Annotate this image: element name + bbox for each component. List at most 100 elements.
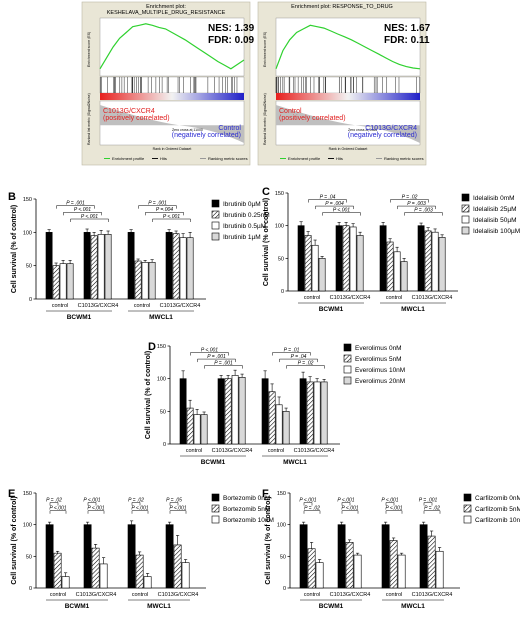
legend-label: Ibrutinib 0.5µM xyxy=(223,223,266,230)
y-axis-label: Cell survival (% of control) xyxy=(11,496,18,584)
cell-line-label: MWCL1 xyxy=(283,459,307,466)
pvalue-label: P <.001 xyxy=(74,207,91,213)
nes-value: NES: 1.67 xyxy=(384,23,431,34)
left-group-label: C1013G/CXCR4 xyxy=(103,108,155,115)
bar xyxy=(200,414,208,445)
pvalue-bracket xyxy=(397,205,436,210)
pvalue-label: P <.001 xyxy=(87,506,104,512)
y-tick-label: 150 xyxy=(23,491,32,497)
pvalue-bracket xyxy=(385,510,403,514)
pvalue-label: P <.001 xyxy=(169,506,186,512)
pvalue-label: P <.001 xyxy=(333,207,350,213)
legend-label: Everolimus 5nM xyxy=(355,356,402,363)
cell-line-label: MWCL1 xyxy=(401,603,425,610)
hits-area xyxy=(275,76,421,94)
gsea-legend-label: Enrichment profile xyxy=(288,156,321,161)
pvalue-bracket xyxy=(308,199,347,203)
pvalue-label: P <.001 xyxy=(385,506,402,512)
gsea-legend-label: Ranking metric scores xyxy=(384,156,424,161)
pvalue-bracket xyxy=(197,358,236,363)
group-label: control xyxy=(304,295,321,301)
bar xyxy=(97,234,105,300)
y-tick-label: 0 xyxy=(163,442,166,448)
y-tick-label: 100 xyxy=(23,523,32,529)
pvalue-label: P <.001 xyxy=(341,506,358,512)
bar xyxy=(419,524,428,589)
legend-swatch xyxy=(463,504,472,513)
bar xyxy=(307,548,316,589)
bar xyxy=(379,225,387,292)
gsea-title: Enrichment plot: xyxy=(146,4,186,10)
metric-fill xyxy=(100,105,244,143)
group-label: control xyxy=(134,303,151,309)
bar xyxy=(397,554,406,589)
es-ylabel: Enrichment score (ES) xyxy=(263,32,267,67)
bar xyxy=(45,524,54,589)
y-tick-label: 50 xyxy=(26,264,32,270)
group-label: C1013G/CXCR4 xyxy=(330,295,371,301)
pvalue-bracket xyxy=(404,212,443,216)
bar xyxy=(143,576,152,589)
legend-swatch xyxy=(211,504,220,513)
bar xyxy=(127,232,135,300)
y-tick-label: 150 xyxy=(157,344,166,350)
group-label: C1013G/CXCR4 xyxy=(294,448,335,454)
pvalue-bracket xyxy=(70,218,109,222)
legend-swatch xyxy=(211,232,220,241)
group-label: control xyxy=(386,592,403,598)
gsea-legend-label: Enrichment profile xyxy=(112,156,145,161)
legend-label: Bortezomib 5nM xyxy=(223,506,270,513)
panel-letter-f: F xyxy=(262,488,269,500)
cell-line-label: BCWM1 xyxy=(319,306,344,313)
pvalue-label: P = .02 xyxy=(298,360,314,366)
bar xyxy=(127,524,136,589)
es-curve xyxy=(99,23,245,70)
group-label: control xyxy=(386,295,403,301)
bar xyxy=(431,231,439,292)
y-tick-label: 0 xyxy=(281,289,284,295)
right-group-sublabel: (negatively correlated) xyxy=(172,132,241,139)
pvalue-label: P = .04 xyxy=(291,354,307,360)
cell-line-label: BCWM1 xyxy=(67,314,92,321)
y-axis-label: Cell survival (% of control) xyxy=(263,198,270,286)
panel-letter-b: B xyxy=(8,191,16,203)
group-label: control xyxy=(52,303,69,309)
bar xyxy=(172,233,180,300)
pvalue-bracket xyxy=(390,199,429,203)
right-group-sublabel: (negatively correlated) xyxy=(348,132,417,139)
legend-label: Idelalisib 25µM xyxy=(473,206,517,213)
left-group-sublabel: (positively correlated) xyxy=(279,115,346,122)
legend-label: Everolimus 0nM xyxy=(355,345,402,352)
pvalue-bracket xyxy=(169,510,187,514)
legend-swatch xyxy=(343,343,352,352)
left-group-label: Control xyxy=(279,108,302,115)
bar xyxy=(318,258,326,292)
group-label: C1013G/CXCR4 xyxy=(412,592,453,598)
pvalue-bracket xyxy=(56,205,95,209)
y-axis-label: Cell survival (% of control) xyxy=(265,496,272,584)
y-tick-label: 0 xyxy=(29,586,32,592)
legend-swatch xyxy=(211,199,220,208)
legend-swatch xyxy=(461,193,470,202)
group-label: control xyxy=(304,592,321,598)
bar xyxy=(342,225,350,292)
panel-letter-d: D xyxy=(148,341,156,353)
pvalue-bracket xyxy=(315,205,354,210)
legend-label: Ibrutinib 0µM xyxy=(223,201,261,208)
pvalue-bracket xyxy=(341,502,351,506)
chart-panel-f: F 0 50 100 150 Cell survival (% of control) co… xyxy=(262,488,520,610)
legend-label: Ibrutinib 1µM xyxy=(223,234,261,241)
pvalue-label: P = .02 xyxy=(402,194,418,200)
pvalue-label: P = .001 xyxy=(419,497,438,503)
pvalue-bracket xyxy=(423,510,441,514)
bar xyxy=(193,414,201,445)
es-plot-area xyxy=(99,17,245,77)
cell-line-label: BCWM1 xyxy=(201,459,226,466)
left-group-sublabel: (positively correlated) xyxy=(103,115,170,122)
bar xyxy=(275,404,283,445)
legend-swatch xyxy=(211,210,220,219)
bar xyxy=(83,232,91,300)
bar xyxy=(427,535,436,589)
y-tick-label: 50 xyxy=(160,409,166,415)
